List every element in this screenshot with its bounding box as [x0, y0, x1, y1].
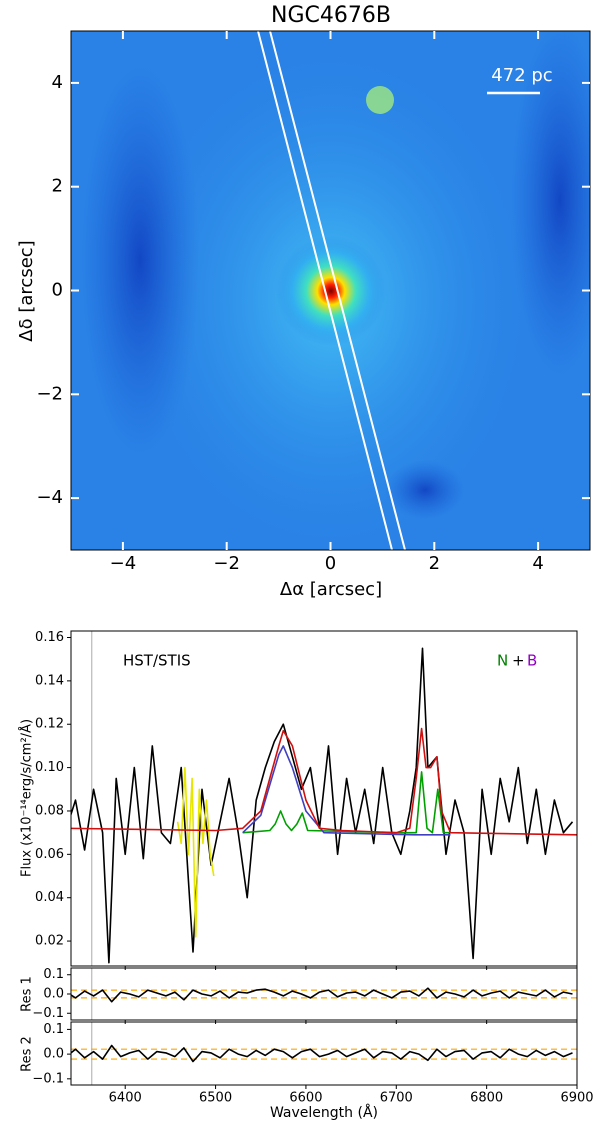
x-tick-label: 6700: [380, 1091, 413, 1106]
y-tick-label: 0.0: [43, 987, 64, 1002]
series-line: [242, 771, 451, 834]
series-line: [71, 987, 573, 1003]
axes-frame: [70, 630, 578, 967]
chart-title: NGC4676B: [271, 3, 391, 28]
y-axis-label: Δδ [arcsec]: [16, 240, 37, 341]
y-tick-label: −2: [36, 383, 63, 404]
x-tick-label: 4: [532, 553, 543, 574]
y-tick-label: −0.1: [32, 1006, 64, 1021]
x-tick-label: 0: [325, 553, 336, 574]
map-image: [71, 31, 590, 550]
series-line: [242, 745, 451, 836]
y-tick-label: 4: [52, 72, 63, 93]
y-tick-label: 0.04: [35, 890, 64, 905]
y-tick-label: 0.0: [43, 1047, 64, 1062]
axes-frame: [70, 967, 578, 1021]
legend-plus: +: [512, 652, 525, 670]
x-tick-label: −4: [110, 553, 137, 574]
plot-area: [71, 968, 577, 1020]
scale-label: 472 pc: [491, 65, 552, 86]
y-tick-label: 0.1: [43, 1022, 64, 1037]
y-axis-label: Res 1: [20, 976, 35, 1012]
y-tick-label: 0: [52, 280, 63, 301]
legend-b: B: [527, 652, 537, 670]
y-tick-label: 0.10: [35, 760, 64, 775]
y-tick-label: −0.1: [32, 1071, 64, 1086]
y-axis-label: Res 2: [20, 1036, 35, 1072]
y-tick-label: −4: [36, 487, 63, 508]
plot-area: [71, 1022, 577, 1085]
y-tick-label: 0.12: [35, 717, 64, 732]
y-tick-label: 0.08: [35, 803, 64, 818]
y-tick-label: 0.02: [35, 934, 64, 949]
series-line: [176, 766, 215, 938]
series-line: [71, 647, 574, 964]
y-axis-label: Flux (x10⁻¹⁴erg/s/cm²/Å): [19, 719, 35, 877]
x-axis-label: Wavelength (Å): [270, 1104, 378, 1121]
y-tick-label: 0.06: [35, 847, 64, 862]
x-tick-label: 2: [429, 553, 440, 574]
y-tick-label: 0.14: [35, 673, 64, 688]
series-line: [71, 727, 577, 836]
x-axis-label: Δα [arcsec]: [280, 579, 382, 600]
x-tick-label: −2: [213, 553, 240, 574]
x-tick-label: 6500: [199, 1091, 232, 1106]
legend-n: N: [497, 652, 508, 670]
y-tick-label: 2: [52, 176, 63, 197]
x-tick-label: 6900: [560, 1091, 593, 1106]
x-tick-label: 6800: [470, 1091, 503, 1106]
axes-frame: [70, 1021, 578, 1086]
y-tick-label: 0.16: [35, 630, 64, 645]
annotation: HST/STIS: [123, 652, 191, 670]
series-line: [71, 1044, 573, 1063]
x-tick-label: 6600: [289, 1091, 322, 1106]
plot-area: [71, 631, 577, 966]
y-tick-label: 0.1: [43, 967, 64, 982]
x-tick-label: 6400: [109, 1091, 142, 1106]
